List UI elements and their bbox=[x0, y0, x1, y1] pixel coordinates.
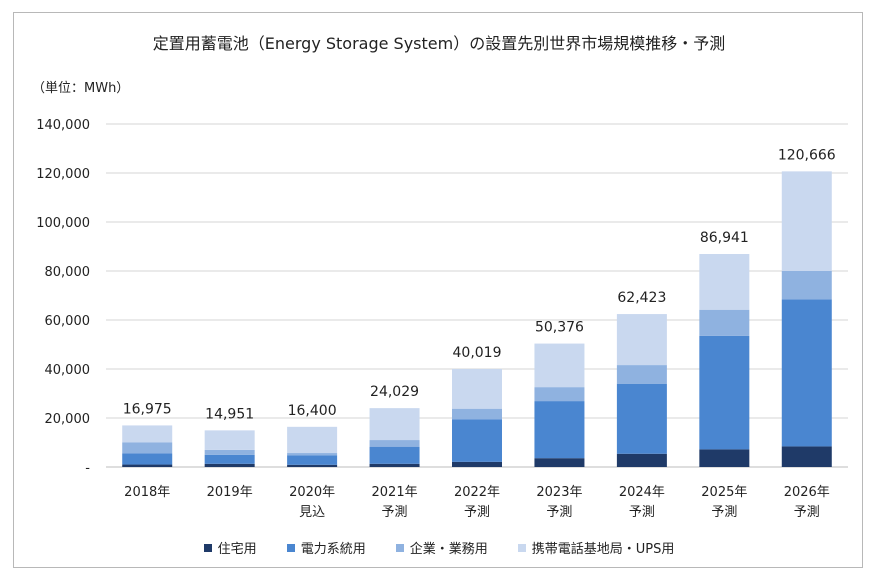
bar-segment bbox=[452, 461, 502, 467]
bar-segment bbox=[122, 442, 173, 454]
x-tick-label: 2023年 bbox=[536, 485, 582, 500]
data-label-total: 14,951 bbox=[205, 406, 254, 422]
bar-segment bbox=[287, 453, 338, 456]
bar-segment bbox=[534, 401, 585, 459]
x-tick-label: 2022年 bbox=[454, 485, 500, 500]
x-tick-label: 予測 bbox=[794, 505, 820, 520]
bar-segment bbox=[452, 419, 502, 462]
bar-segment bbox=[287, 455, 338, 465]
bar-segment bbox=[616, 365, 667, 384]
bar-segment bbox=[534, 343, 585, 388]
legend-label: 住宅用 bbox=[217, 542, 257, 557]
bar-segment bbox=[616, 383, 667, 454]
bar-segment bbox=[452, 368, 502, 409]
legend-label: 携帯電話基地局・UPS用 bbox=[531, 542, 675, 557]
data-label-total: 62,423 bbox=[617, 290, 666, 306]
x-tick-label: 2024年 bbox=[619, 485, 665, 500]
x-tick-label: 2018年 bbox=[124, 485, 170, 500]
legend-swatch bbox=[203, 543, 212, 552]
bar-segment bbox=[534, 387, 585, 402]
legend-label: 企業・業務用 bbox=[409, 542, 488, 557]
x-tick-label: 予測 bbox=[546, 505, 572, 520]
bar-segment bbox=[204, 430, 255, 450]
bar-segment bbox=[122, 425, 173, 443]
bar-segment bbox=[781, 299, 832, 447]
y-tick-label: - bbox=[85, 461, 90, 476]
bar-segment bbox=[369, 408, 420, 441]
y-tick-label: 120,000 bbox=[36, 167, 90, 182]
data-label-total: 24,029 bbox=[370, 384, 419, 400]
y-tick-label: 100,000 bbox=[36, 216, 90, 231]
bar-segment bbox=[699, 449, 750, 467]
bar-segment bbox=[452, 408, 502, 420]
bar-segment bbox=[287, 464, 338, 467]
data-label-total: 86,941 bbox=[700, 230, 749, 246]
bar-segment bbox=[369, 446, 420, 464]
x-tick-label: 予測 bbox=[382, 505, 408, 520]
chart-legend: 住宅用 電力系統用 企業・業務用 携帯電話基地局・UPS用 bbox=[0, 538, 878, 557]
y-tick-label: 80,000 bbox=[45, 265, 91, 280]
unit-label: （単位：MWh） bbox=[32, 81, 130, 96]
bar-segment bbox=[781, 271, 832, 300]
x-tick-label: 2021年 bbox=[372, 485, 418, 500]
x-tick-label: 予測 bbox=[464, 505, 490, 520]
x-tick-label: 予測 bbox=[711, 505, 737, 520]
bar-segment bbox=[616, 453, 667, 467]
bar-segment bbox=[534, 458, 585, 467]
y-tick-label: 140,000 bbox=[36, 118, 90, 133]
bar-segment bbox=[204, 454, 255, 464]
bar-segment bbox=[781, 171, 832, 271]
data-label-total: 120,666 bbox=[778, 147, 836, 163]
x-tick-label: 見込 bbox=[299, 505, 325, 520]
chart-title: 定置用蓄電池（Energy Storage System）の設置先別世界市場規模… bbox=[152, 34, 726, 53]
bar-segment bbox=[781, 446, 832, 467]
legend-swatch bbox=[395, 543, 404, 552]
legend-label: 電力系統用 bbox=[300, 542, 366, 557]
legend-item: 電力系統用 bbox=[286, 538, 366, 557]
bar-segment bbox=[369, 463, 420, 467]
y-tick-label: 20,000 bbox=[45, 412, 91, 427]
bar-segment bbox=[122, 464, 173, 467]
bar-segment bbox=[699, 335, 750, 450]
data-label-total: 40,019 bbox=[453, 345, 502, 361]
x-tick-label: 2026年 bbox=[784, 485, 830, 500]
bar-segment bbox=[287, 426, 338, 454]
legend-item: 住宅用 bbox=[203, 538, 257, 557]
data-label-total: 16,975 bbox=[123, 401, 172, 417]
y-tick-label: 60,000 bbox=[45, 314, 91, 329]
x-tick-label: 予測 bbox=[629, 505, 655, 520]
legend-item: 企業・業務用 bbox=[395, 538, 488, 557]
bar-segment bbox=[122, 453, 173, 465]
bar-segment bbox=[369, 440, 420, 447]
data-label-total: 16,400 bbox=[288, 403, 337, 419]
bar-segment bbox=[204, 463, 255, 467]
x-tick-label: 2020年 bbox=[289, 485, 335, 500]
bar-segment bbox=[616, 314, 667, 366]
y-tick-label: 40,000 bbox=[45, 363, 91, 378]
x-tick-label: 2019年 bbox=[207, 485, 253, 500]
legend-item: 携帯電話基地局・UPS用 bbox=[517, 538, 675, 557]
x-tick-label: 2025年 bbox=[701, 485, 747, 500]
legend-swatch bbox=[517, 543, 526, 552]
bar-segment bbox=[699, 253, 750, 310]
data-label-total: 50,376 bbox=[535, 320, 584, 336]
bar-segment bbox=[699, 309, 750, 336]
bar-segment bbox=[204, 449, 255, 455]
legend-swatch bbox=[286, 543, 295, 552]
